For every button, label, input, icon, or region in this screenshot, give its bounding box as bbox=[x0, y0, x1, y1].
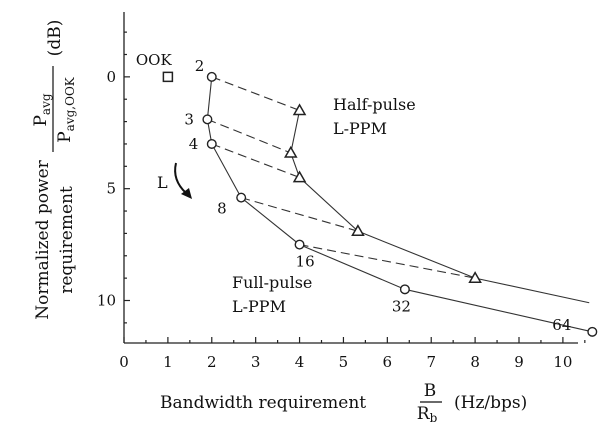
y-axis-label-line1: Normalized power bbox=[33, 159, 53, 319]
y-tick-label: 0 bbox=[106, 68, 116, 86]
l-value-label: 32 bbox=[392, 297, 411, 315]
l-value-label: 64 bbox=[552, 316, 571, 334]
full-pulse-point bbox=[206, 71, 217, 82]
x-axis-label: Bandwidth requirement bbox=[160, 393, 366, 413]
x-tick-label: 0 bbox=[119, 353, 129, 371]
l-connector-dashed bbox=[207, 118, 291, 154]
marker-layer bbox=[162, 71, 598, 337]
full-pulse-curve bbox=[206, 76, 593, 333]
full-pulse-point bbox=[294, 239, 305, 250]
l-value-label: 3 bbox=[184, 110, 194, 128]
full-pulse-point bbox=[206, 138, 217, 149]
x-fraction-numerator: B bbox=[424, 381, 437, 401]
full-pulse-point bbox=[399, 284, 410, 295]
curve-layer bbox=[206, 76, 593, 333]
half-pulse-point bbox=[292, 170, 307, 183]
l-value-label: 8 bbox=[217, 200, 227, 218]
tick-layer: 0 1 2 3 4 5 6 7 8 9 10 0 5 10 bbox=[97, 31, 586, 371]
l-value-label: 16 bbox=[296, 253, 315, 271]
l-direction-arrow-icon bbox=[174, 162, 187, 194]
half-pulse-label-line2: L-PPM bbox=[333, 119, 387, 138]
x-axis-unit: (Hz/bps) bbox=[454, 393, 527, 413]
x-fraction-denominator: Rb bbox=[417, 404, 438, 424]
x-tick-label: 7 bbox=[426, 353, 436, 371]
x-tick-label: 9 bbox=[514, 353, 524, 371]
full-pulse-point bbox=[587, 326, 598, 337]
half-pulse-label-line1: Half-pulse bbox=[333, 95, 416, 114]
l-connector-dashed bbox=[211, 143, 300, 179]
full-pulse-point bbox=[202, 114, 213, 125]
full-pulse-label-line2: L-PPM bbox=[232, 297, 286, 316]
ook-point bbox=[162, 71, 174, 83]
x-tick-label: 10 bbox=[553, 353, 572, 371]
x-tick-label: 1 bbox=[163, 353, 173, 371]
half-pulse-point bbox=[283, 145, 298, 158]
x-tick-label: 6 bbox=[383, 353, 393, 371]
half-pulse-curve bbox=[290, 110, 590, 304]
y-axis-unit: (dB) bbox=[45, 20, 65, 57]
y-fraction-numerator: Pavg bbox=[31, 93, 53, 126]
l-connector-dashed bbox=[299, 244, 476, 279]
full-pulse-point bbox=[236, 192, 247, 203]
x-tick-label: 8 bbox=[470, 353, 480, 371]
y-tick-label: 5 bbox=[106, 180, 116, 198]
x-tick-label: 2 bbox=[207, 353, 217, 371]
y-tick-label: 10 bbox=[97, 292, 116, 310]
l-value-label: 4 bbox=[189, 135, 199, 153]
y-axis-label-group: Normalized power requirement Pavg Pavg,O… bbox=[31, 20, 77, 320]
y-fraction-denominator: Pavg,OOK bbox=[55, 76, 77, 143]
half-pulse-point bbox=[468, 271, 482, 284]
half-pulse-point bbox=[292, 103, 307, 116]
l-arrowhead-icon bbox=[181, 188, 192, 199]
point-label-layer: OOK 2 3 4 8 16 32 64 bbox=[136, 51, 571, 334]
l-connector-dashed bbox=[211, 76, 300, 111]
x-tick-label: 4 bbox=[295, 353, 305, 371]
y-axis-label-line2: requirement bbox=[57, 186, 77, 294]
ook-label: OOK bbox=[136, 51, 173, 69]
full-pulse-label-line1: Full-pulse bbox=[232, 273, 312, 292]
l-connector-dashed bbox=[241, 197, 359, 232]
half-pulse-point bbox=[351, 224, 365, 237]
x-tick-label: 5 bbox=[339, 353, 349, 371]
l-arrow-label: L bbox=[157, 173, 168, 192]
l-value-label: 2 bbox=[195, 57, 205, 75]
x-tick-label: 3 bbox=[251, 353, 261, 371]
